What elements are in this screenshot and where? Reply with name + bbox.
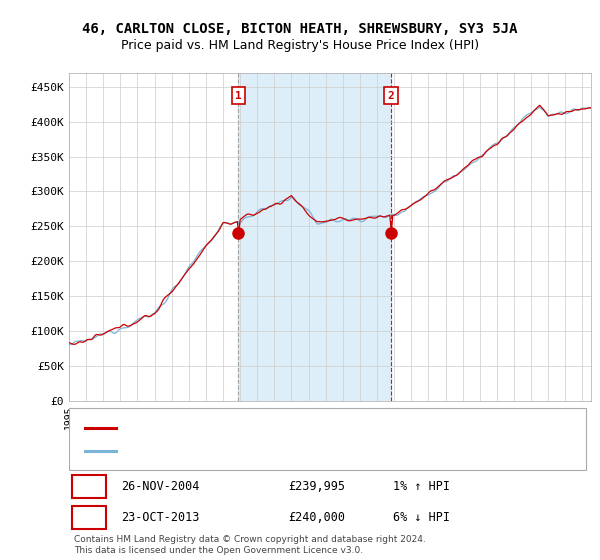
Text: HPI: Average price, detached house, Shropshire: HPI: Average price, detached house, Shro… xyxy=(127,446,425,456)
Text: 1: 1 xyxy=(235,91,242,101)
Text: 46, CARLTON CLOSE, BICTON HEATH, SHREWSBURY, SY3 5JA (detached house): 46, CARLTON CLOSE, BICTON HEATH, SHREWSB… xyxy=(127,423,575,433)
Text: £239,995: £239,995 xyxy=(288,480,345,493)
FancyBboxPatch shape xyxy=(71,475,106,498)
Bar xyxy=(238,73,391,401)
FancyBboxPatch shape xyxy=(71,506,106,529)
Text: 2: 2 xyxy=(388,91,394,101)
Text: 1% ↑ HPI: 1% ↑ HPI xyxy=(392,480,449,493)
Text: Price paid vs. HM Land Registry's House Price Index (HPI): Price paid vs. HM Land Registry's House … xyxy=(121,39,479,52)
Text: 2: 2 xyxy=(85,511,92,524)
Text: 46, CARLTON CLOSE, BICTON HEATH, SHREWSBURY, SY3 5JA: 46, CARLTON CLOSE, BICTON HEATH, SHREWSB… xyxy=(82,22,518,36)
Text: £240,000: £240,000 xyxy=(288,511,345,524)
FancyBboxPatch shape xyxy=(69,408,586,470)
Text: Contains HM Land Registry data © Crown copyright and database right 2024.
This d: Contains HM Land Registry data © Crown c… xyxy=(74,535,426,555)
Text: 23-OCT-2013: 23-OCT-2013 xyxy=(121,511,200,524)
Text: 6% ↓ HPI: 6% ↓ HPI xyxy=(392,511,449,524)
Text: 26-NOV-2004: 26-NOV-2004 xyxy=(121,480,200,493)
Text: 1: 1 xyxy=(85,480,92,493)
